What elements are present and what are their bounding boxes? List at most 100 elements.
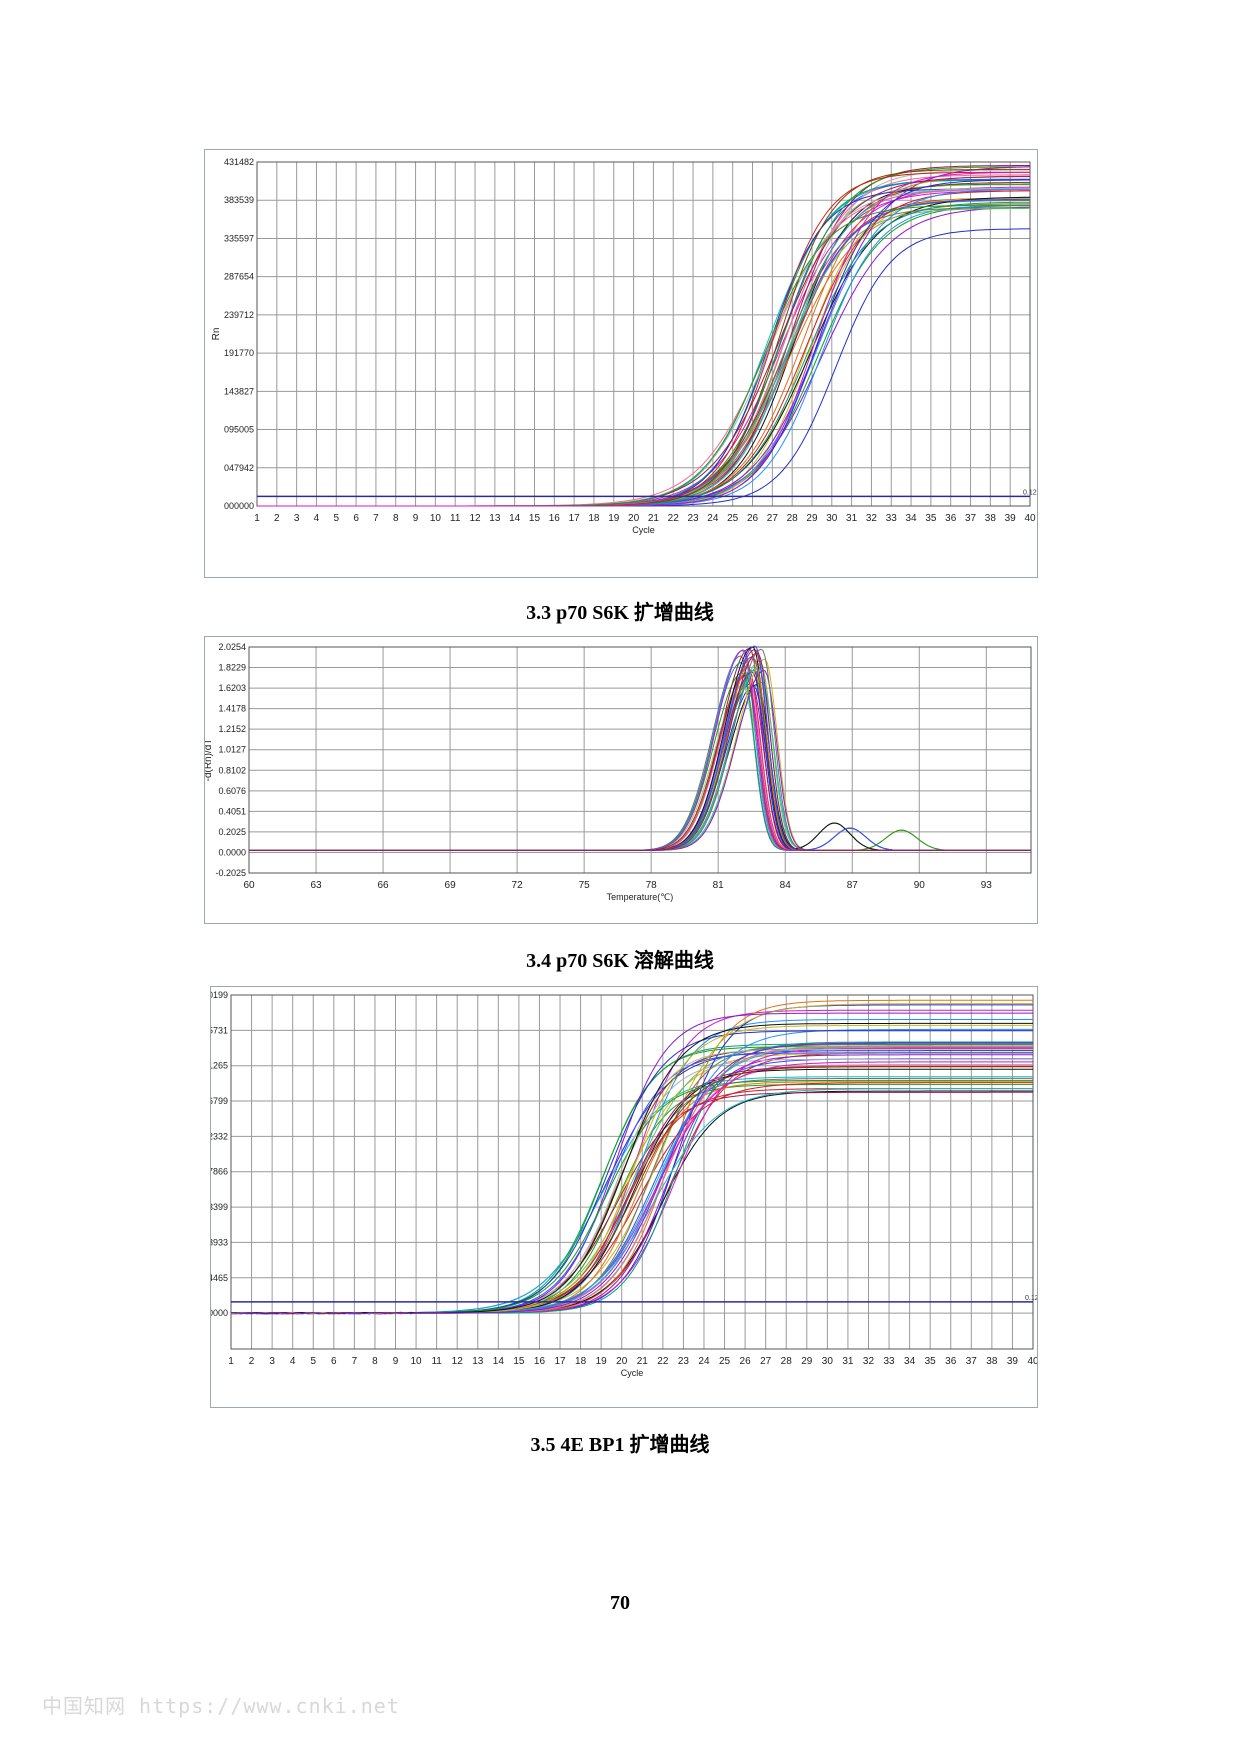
x-tick-label: 9: [413, 513, 419, 524]
x-tick-label: 6: [353, 513, 359, 524]
melt-curve: [249, 671, 1031, 851]
x-tick-label: 90: [914, 880, 926, 891]
melt-curve: [249, 656, 1031, 851]
chart1-svg: 1 2 3 4 5 6 7 8 9 10 11 12 13 14 15 16 17 18 19 20 21 22 23 24 2…: [211, 157, 1037, 535]
melt-curve: [249, 675, 1031, 851]
melt-curve: [249, 660, 1031, 851]
amplification-curve: [230, 1088, 1033, 1315]
y-tick-label: 034465: [211, 1273, 228, 1283]
x-tick-label: 20: [628, 513, 640, 524]
amplification-curve: [257, 166, 1031, 507]
amplification-curve: [257, 183, 1030, 507]
x-tick-label: 37: [965, 513, 977, 524]
amplification-curve: [257, 166, 1031, 507]
y-tick-label: 383539: [224, 195, 254, 205]
x-tick-label: 33: [883, 1356, 895, 1367]
x-tick-label: 29: [801, 1356, 813, 1367]
amplification-curve: [230, 1046, 1033, 1315]
melt-curve: [249, 645, 1031, 851]
amplification-curve: [230, 1054, 1033, 1315]
y-tick-label: 000000: [211, 1308, 228, 1318]
x-tick-label: 34: [906, 513, 918, 524]
x-tick-label: 31: [846, 513, 858, 524]
x-tick-label: 87: [847, 880, 859, 891]
amplification-curve: [257, 181, 1030, 507]
x-tick-label: 27: [767, 513, 779, 524]
x-tick-label: 8: [393, 513, 399, 524]
amplification-curve: [257, 228, 1031, 507]
y-tick-label: 000000: [224, 501, 254, 511]
y-tick-label: 137866: [211, 1167, 228, 1177]
melt-curve: [249, 662, 1031, 851]
amplification-curve: [257, 179, 1030, 507]
x-tick-label: 13: [489, 513, 501, 524]
x-tick-label: 39: [1005, 513, 1017, 524]
x-tick-label: 17: [569, 513, 581, 524]
x-tick-label: 37: [966, 1356, 978, 1367]
melt-curve: [249, 657, 1031, 851]
y-tick-label: 1.4178: [218, 704, 246, 714]
x-tick-label: 60: [243, 880, 255, 891]
x-tick-label: 13: [472, 1356, 484, 1367]
chart3-svg: 1 2 3 4 5 6 7 8 9 10 11 12 13 14 15 16 17 18 19 20 21 22 23 24 2…: [211, 990, 1037, 1378]
x-tick-label: 35: [925, 513, 937, 524]
y-tick-label: 0.6076: [218, 786, 246, 796]
x-tick-label: 14: [493, 1356, 505, 1367]
x-axis-label: Cycle: [621, 1368, 644, 1378]
x-tick-label: 30: [826, 513, 838, 524]
amplification-curve: [257, 206, 1031, 507]
x-tick-label: 6: [331, 1356, 337, 1367]
x-tick-label: 16: [549, 513, 561, 524]
melt-curve: [249, 687, 1031, 851]
y-tick-label: 172332: [211, 1131, 228, 1141]
melt-curve: [249, 655, 1031, 851]
x-tick-label: 26: [747, 513, 759, 524]
amplification-curve: [257, 207, 1031, 507]
melt-curve: [249, 684, 1031, 851]
y-tick-label: 0.4051: [218, 806, 246, 816]
threshold-label: 0.12: [1025, 1295, 1037, 1302]
x-tick-label: 21: [637, 1356, 649, 1367]
amplification-curve: [231, 1004, 1033, 1315]
amplification-curve: [257, 188, 1031, 507]
plot-area-border: [230, 994, 1034, 1350]
amplification-curve: [257, 169, 1031, 507]
x-tick-label: 38: [985, 513, 997, 524]
melt-curve: [249, 666, 1031, 851]
melt-curve: [249, 672, 1031, 851]
x-tick-label: 26: [740, 1356, 752, 1367]
x-tick-label: 40: [1024, 513, 1036, 524]
x-tick-label: 63: [310, 880, 322, 891]
amplification-curve: [257, 187, 1030, 507]
amplification-curve: [257, 184, 1030, 507]
x-tick-label: 19: [608, 513, 620, 524]
x-tick-label: 4: [290, 1356, 296, 1367]
melt-curve: [249, 681, 1031, 851]
melt-curve-chart-p70s6k: 60 63 66 69 72 75 78 81 84 87 90 93 -0.2025 0.0000 0.2…: [204, 636, 1038, 924]
x-tick-label: 8: [372, 1356, 378, 1367]
x-tick-label: 1: [254, 513, 260, 524]
x-tick-label: 22: [657, 1356, 669, 1367]
amplification-curve: [231, 1045, 1033, 1315]
x-tick-label: 69: [445, 880, 457, 891]
x-tick-label: 66: [377, 880, 389, 891]
y-tick-label: 095005: [224, 425, 254, 435]
y-tick-label: -0.2025: [215, 868, 246, 878]
y-tick-label: 1.2152: [218, 724, 246, 734]
melt-curve: [249, 670, 1031, 851]
amplification-curve: [257, 205, 1031, 507]
melt-curve: [249, 650, 1031, 851]
x-tick-label: 35: [925, 1356, 937, 1367]
y-tick-label: 0.2025: [218, 827, 246, 837]
y-tick-label: 310199: [211, 990, 228, 1000]
amplification-curve: [230, 1068, 1033, 1315]
x-tick-label: 23: [687, 513, 699, 524]
amplification-curve: [230, 1046, 1033, 1315]
y-tick-label: 431482: [224, 157, 254, 167]
melt-curve: [249, 670, 1031, 851]
x-tick-label: 2: [274, 513, 280, 524]
x-tick-label: 5: [310, 1356, 316, 1367]
y-tick-label: 1.6203: [218, 683, 246, 693]
amplification-curve: [257, 186, 1031, 507]
x-tick-label: 11: [450, 513, 461, 524]
